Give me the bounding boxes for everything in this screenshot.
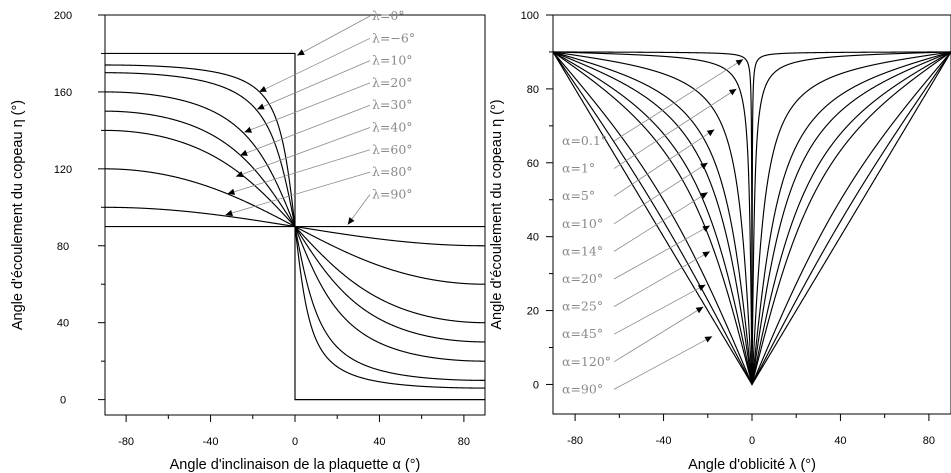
right-annotation-leader: [613, 129, 715, 197]
right-annotation-leader: [613, 162, 708, 225]
right-chart: -80 -40 0 40 80 0 20 40 60 80 100 Angle d'oblicité …: [489, 10, 951, 473]
right-y-tick-label: 40: [527, 232, 539, 244]
left-annotation-label: λ=20°: [372, 75, 413, 90]
right-x-tick-label: 80: [923, 435, 935, 447]
left-y-tick-label: 200: [54, 10, 72, 22]
left-annotation-arrowhead: [347, 217, 355, 225]
right-series-line: [553, 51, 951, 386]
right-annotation-label: α=10°: [562, 216, 603, 231]
right-annotation-label: α=25°: [562, 299, 603, 314]
left-x-axis-title: Angle d'inclinaison de la plaquette α (°…: [170, 457, 421, 473]
right-x-axis-title: Angle d'oblicité λ (°): [688, 457, 816, 473]
left-annotation-label: λ=90°: [372, 186, 413, 201]
right-series-group: [553, 51, 951, 386]
left-y-tick-label: 120: [54, 164, 72, 176]
right-y-tick-label: 100: [521, 10, 539, 22]
left-y-tick-label: 0: [60, 395, 66, 407]
left-annotation-arrowhead: [259, 85, 267, 92]
right-annotation-leader: [613, 336, 713, 390]
left-annotation-label: λ=0°: [372, 8, 405, 23]
left-annotation-leader: [239, 104, 371, 156]
left-annotation-label: λ=80°: [372, 164, 413, 179]
right-annotation-label: α=0.1°: [562, 133, 607, 148]
right-annotation-leader: [613, 251, 711, 307]
left-annotation-leader: [225, 171, 371, 216]
right-annotation-label: α=5°: [562, 188, 595, 203]
right-x-tick-label: -80: [567, 435, 583, 447]
left-annotation-label: λ=−6°: [372, 30, 415, 45]
right-annotation-label: α=14°: [562, 243, 603, 258]
left-annotation-arrowhead: [244, 126, 253, 133]
right-annotation-label: α=20°: [562, 271, 603, 286]
right-annotation-arrowhead: [706, 129, 715, 137]
left-annotation-label: λ=10°: [372, 53, 413, 68]
right-annotation-label: α=45°: [562, 326, 603, 341]
right-x-tick-label: 0: [749, 435, 755, 447]
left-x-tick-label: -40: [203, 436, 219, 448]
right-annotation-leader: [613, 306, 704, 363]
right-annotation-leader: [613, 88, 737, 169]
right-y-tick-label: 20: [527, 306, 539, 318]
left-annotation-label: λ=30°: [372, 97, 413, 112]
left-annotation-arrowhead: [225, 209, 233, 217]
left-y-tick-label: 160: [54, 87, 72, 99]
left-series-group: [105, 52, 485, 401]
right-annotation-label: α=90°: [562, 381, 603, 396]
left-annotation-leader: [296, 15, 371, 56]
right-y-axis-title: Angle d'écoulement du copeau η (°): [489, 99, 505, 329]
right-annotation-label: α=120°: [562, 354, 611, 369]
left-annotation-arrowhead: [227, 188, 236, 195]
left-annotation-leader: [235, 127, 371, 177]
left-x-tick-label: 0: [292, 436, 298, 448]
left-y-tick-label: 40: [57, 318, 69, 330]
left-x-tick-label: 40: [373, 436, 385, 448]
left-annotation-arrowhead: [257, 103, 265, 110]
right-annotation-leader: [613, 225, 711, 280]
right-annotation-leader: [613, 191, 708, 252]
left-chart: -80 -40 0 40 80 0 40 80 120 160 200 Angle d'inclina…: [10, 8, 486, 473]
left-annotation-label: λ=40°: [372, 120, 413, 135]
right-annotation-arrowhead: [704, 336, 713, 343]
left-annotation-leader: [256, 60, 371, 110]
right-y-tick-label: 60: [527, 158, 539, 170]
right-annotation-arrowhead: [702, 225, 710, 232]
left-annotation-label: λ=60°: [372, 142, 413, 157]
right-annotation-arrowhead: [700, 162, 708, 170]
right-annotation-arrowhead: [695, 306, 704, 314]
left-y-axis-title: Angle d'écoulement du copeau η (°): [10, 100, 26, 330]
right-annotation-arrowhead: [702, 251, 710, 258]
left-annotation-leader: [244, 82, 371, 133]
right-annotation-arrowhead: [735, 59, 744, 66]
right-annotation-arrowhead: [700, 192, 708, 199]
right-annotation-leader: [613, 284, 706, 335]
left-annotation-leader: [227, 149, 371, 195]
left-annotation-arrowhead: [235, 171, 244, 178]
right-x-tick-label: 40: [834, 435, 846, 447]
left-x-tick-label: -80: [118, 436, 134, 448]
right-y-tick-label: 80: [527, 84, 539, 96]
right-annotation-arrowhead: [697, 284, 706, 291]
right-annotation-label: α=1°: [562, 161, 595, 176]
left-annotation-arrowhead: [297, 49, 305, 56]
left-annotation-leader: [258, 37, 371, 93]
right-annotation-leader: [613, 58, 744, 142]
right-y-tick-label: 0: [533, 379, 539, 391]
left-annotation-arrowhead: [240, 149, 248, 156]
right-annotation-arrowhead: [728, 88, 737, 96]
right-x-tick-label: -40: [656, 435, 672, 447]
left-x-tick-label: 80: [458, 436, 470, 448]
left-y-tick-label: 80: [57, 241, 69, 253]
